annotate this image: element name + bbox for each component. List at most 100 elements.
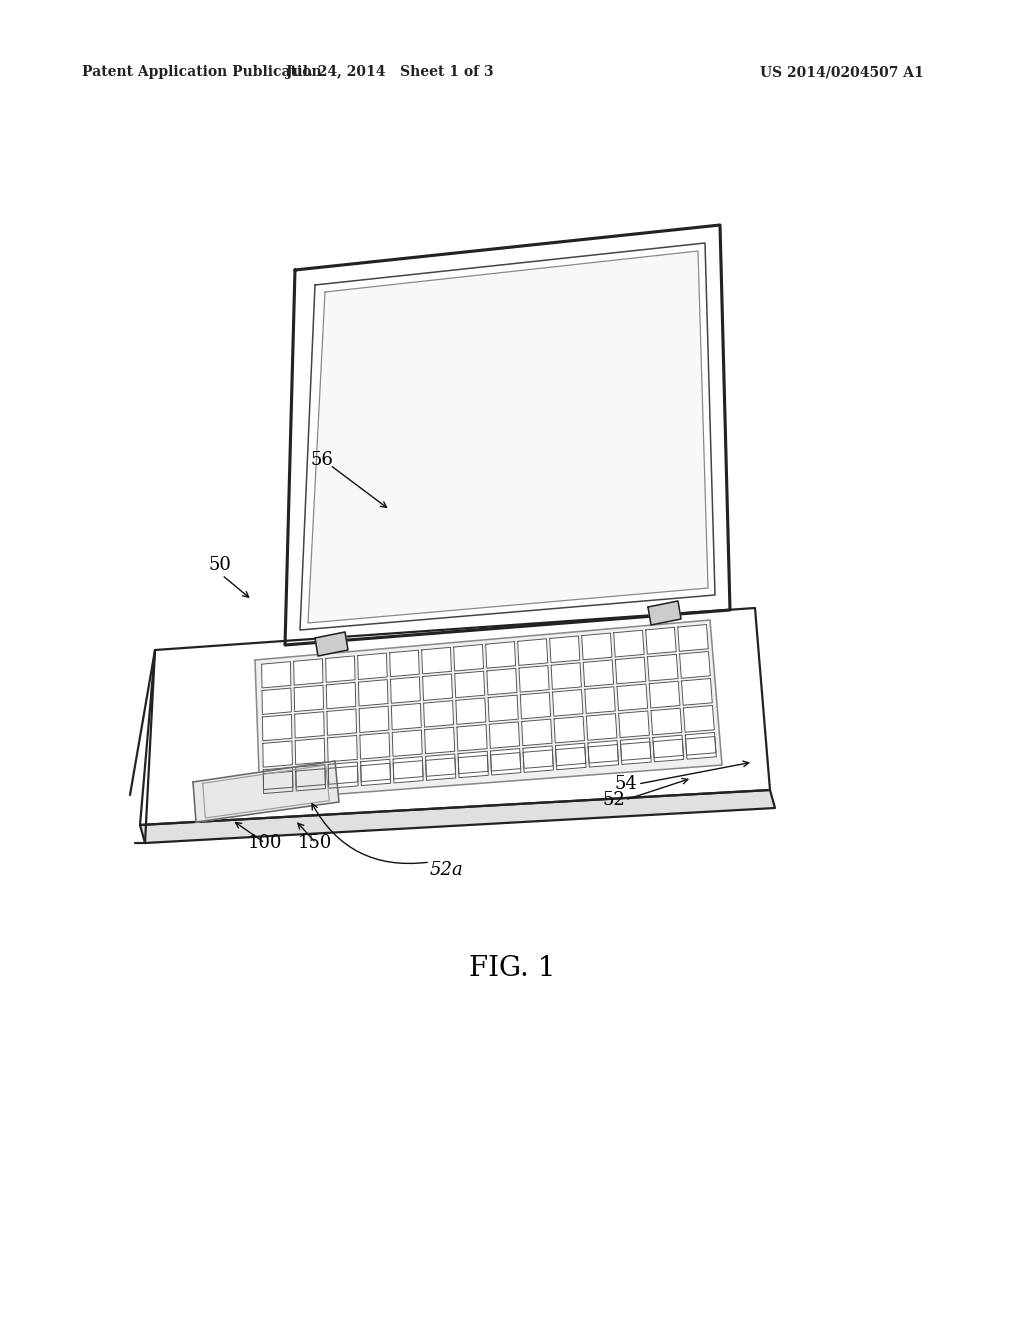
Polygon shape	[263, 741, 293, 767]
Polygon shape	[613, 630, 644, 657]
Polygon shape	[550, 636, 580, 663]
Polygon shape	[390, 677, 420, 704]
Polygon shape	[423, 675, 453, 701]
Polygon shape	[295, 711, 325, 738]
Polygon shape	[485, 642, 516, 668]
Text: Patent Application Publication: Patent Application Publication	[82, 65, 322, 79]
Text: 50: 50	[208, 556, 230, 574]
Polygon shape	[585, 686, 615, 713]
Text: US 2014/0204507 A1: US 2014/0204507 A1	[760, 65, 924, 79]
Text: 150: 150	[298, 834, 333, 851]
Polygon shape	[621, 742, 651, 760]
Polygon shape	[422, 647, 452, 673]
Polygon shape	[390, 651, 419, 677]
Polygon shape	[456, 698, 486, 725]
Polygon shape	[296, 768, 326, 787]
Polygon shape	[261, 661, 291, 688]
Polygon shape	[615, 657, 646, 684]
Polygon shape	[582, 634, 612, 660]
Polygon shape	[327, 709, 356, 735]
Polygon shape	[458, 755, 488, 774]
Polygon shape	[685, 733, 716, 759]
Polygon shape	[621, 738, 651, 764]
Polygon shape	[584, 660, 613, 686]
Text: 56: 56	[310, 451, 333, 469]
Polygon shape	[296, 764, 326, 791]
Polygon shape	[518, 639, 548, 665]
Polygon shape	[193, 762, 339, 822]
Polygon shape	[140, 789, 775, 843]
Polygon shape	[295, 738, 325, 764]
Text: 54: 54	[614, 775, 637, 793]
Polygon shape	[457, 725, 487, 751]
Polygon shape	[587, 714, 616, 741]
Polygon shape	[556, 747, 586, 766]
Polygon shape	[683, 705, 715, 733]
Polygon shape	[680, 652, 711, 678]
Polygon shape	[488, 696, 518, 722]
Polygon shape	[682, 678, 713, 705]
Text: Jul. 24, 2014   Sheet 1 of 3: Jul. 24, 2014 Sheet 1 of 3	[286, 65, 494, 79]
Polygon shape	[327, 682, 356, 709]
Polygon shape	[255, 620, 722, 800]
Text: FIG. 1: FIG. 1	[469, 954, 555, 982]
Polygon shape	[553, 689, 583, 717]
Polygon shape	[551, 663, 582, 689]
Polygon shape	[651, 709, 682, 735]
Polygon shape	[554, 717, 585, 743]
Polygon shape	[523, 746, 553, 772]
Text: 100: 100	[248, 834, 283, 851]
Polygon shape	[262, 688, 292, 714]
Polygon shape	[359, 706, 389, 733]
Polygon shape	[426, 758, 456, 776]
Polygon shape	[263, 767, 293, 793]
Polygon shape	[357, 653, 387, 680]
Polygon shape	[588, 744, 618, 763]
Text: 52a: 52a	[430, 861, 464, 879]
Polygon shape	[519, 665, 549, 692]
Polygon shape	[648, 601, 681, 624]
Polygon shape	[294, 685, 324, 711]
Polygon shape	[649, 681, 680, 708]
Polygon shape	[294, 659, 323, 685]
Polygon shape	[329, 766, 358, 784]
Polygon shape	[393, 760, 423, 779]
Polygon shape	[646, 627, 676, 655]
Polygon shape	[617, 684, 647, 710]
Polygon shape	[523, 750, 553, 768]
Text: 52: 52	[602, 791, 625, 809]
Polygon shape	[678, 624, 709, 651]
Polygon shape	[455, 671, 484, 698]
Polygon shape	[555, 743, 586, 770]
Polygon shape	[393, 756, 423, 783]
Polygon shape	[424, 701, 454, 727]
Polygon shape	[486, 668, 517, 694]
Polygon shape	[426, 754, 456, 780]
Polygon shape	[458, 751, 488, 777]
Polygon shape	[263, 771, 293, 789]
Polygon shape	[685, 737, 716, 755]
Polygon shape	[618, 711, 649, 738]
Polygon shape	[521, 719, 552, 746]
Polygon shape	[391, 704, 421, 730]
Polygon shape	[588, 741, 618, 767]
Polygon shape	[520, 692, 551, 719]
Polygon shape	[262, 714, 292, 741]
Polygon shape	[490, 752, 520, 771]
Polygon shape	[653, 739, 683, 758]
Polygon shape	[490, 748, 521, 775]
Polygon shape	[328, 735, 357, 762]
Polygon shape	[140, 609, 770, 825]
Polygon shape	[360, 759, 390, 785]
Polygon shape	[454, 644, 483, 671]
Polygon shape	[425, 727, 455, 754]
Polygon shape	[315, 632, 348, 656]
Polygon shape	[653, 735, 684, 762]
Polygon shape	[308, 251, 708, 623]
Polygon shape	[392, 730, 422, 756]
Polygon shape	[359, 733, 390, 759]
Polygon shape	[360, 763, 390, 781]
Polygon shape	[358, 680, 388, 706]
Polygon shape	[326, 656, 355, 682]
Polygon shape	[489, 722, 519, 748]
